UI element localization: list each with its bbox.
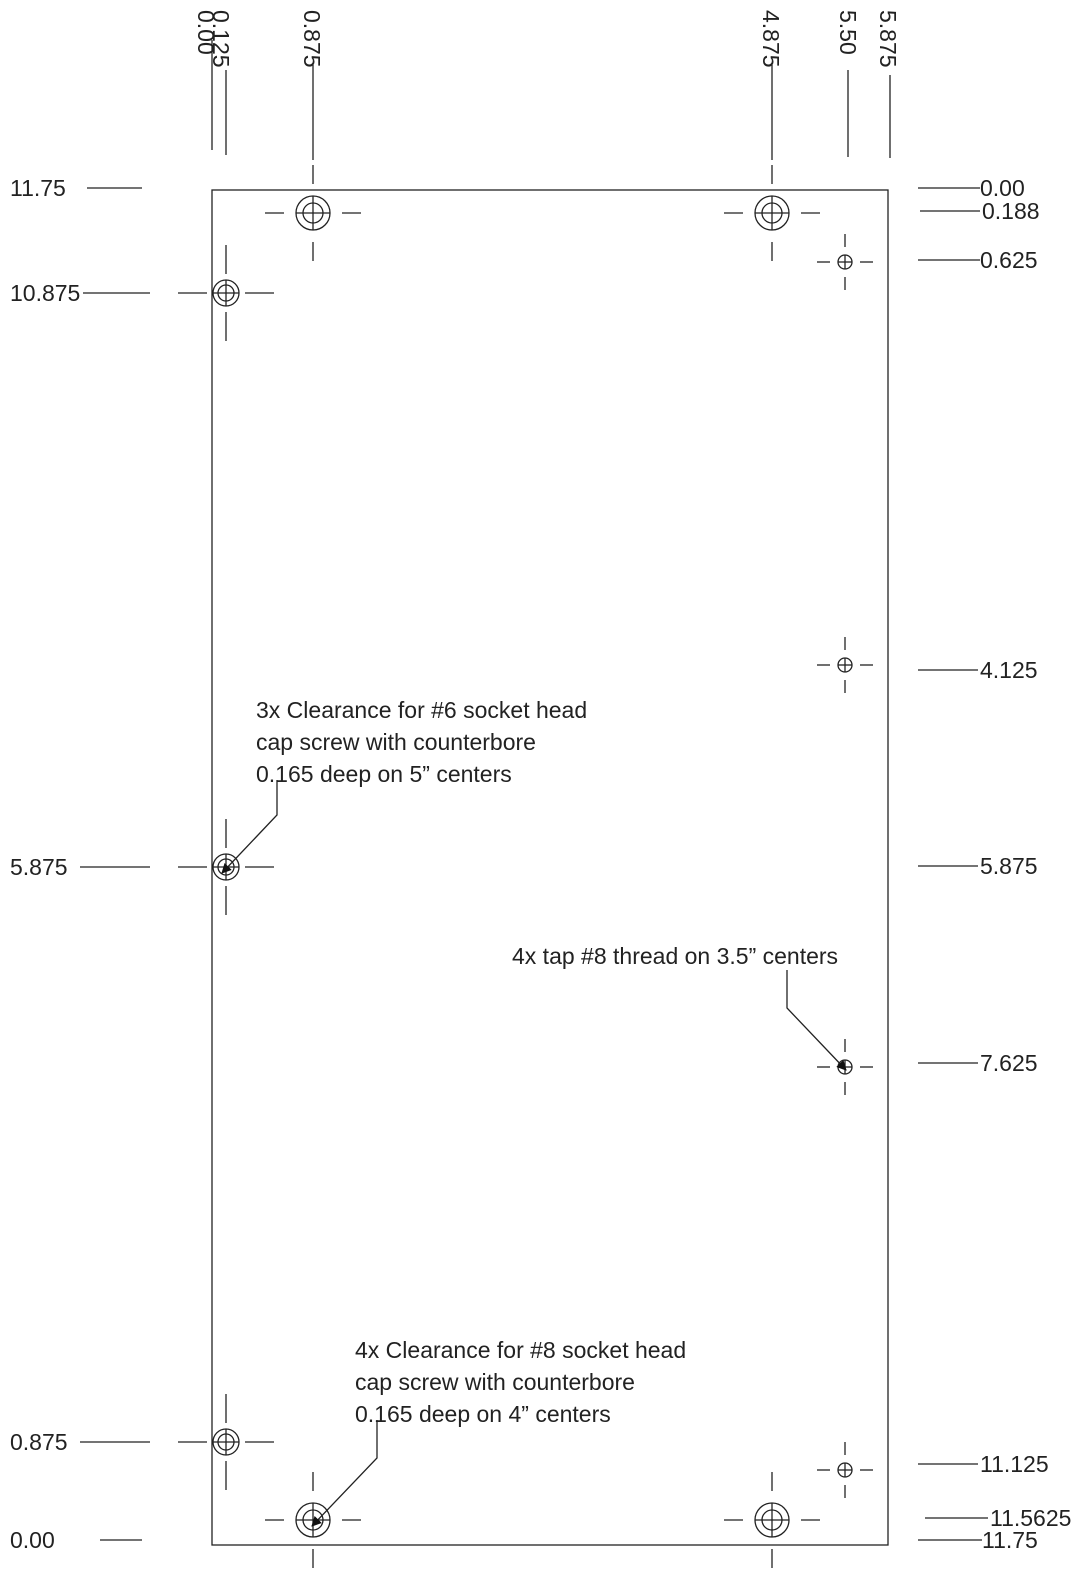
hole (817, 1442, 873, 1498)
right-dimension-label: 0.188 (982, 198, 1040, 224)
hole (265, 1472, 361, 1568)
right-dimension-label: 5.875 (980, 853, 1038, 879)
top-dimension-label: 0.00 (193, 10, 219, 55)
note-text: 3x Clearance for #6 socket head (256, 697, 587, 723)
note-text: 0.165 deep on 4” centers (355, 1401, 611, 1427)
left-dimension-label: 11.75 (10, 175, 66, 201)
leader-arrow (311, 1420, 378, 1527)
hole (265, 165, 361, 261)
leader-arrow (221, 780, 278, 874)
top-dimension-label: 5.50 (835, 10, 861, 55)
left-dimension-label: 5.875 (10, 854, 68, 880)
hole (817, 637, 873, 693)
left-dimension-label: 0.00 (10, 1527, 55, 1553)
hole (178, 1394, 274, 1490)
right-dimension-label: 11.5625 (990, 1505, 1071, 1531)
leader-arrow (786, 970, 847, 1071)
right-dimension-label: 11.125 (980, 1451, 1049, 1477)
hole (724, 1472, 820, 1568)
right-dimension-label: 7.625 (980, 1050, 1038, 1076)
right-dimension-label: 4.125 (980, 657, 1038, 683)
hole (817, 1039, 873, 1095)
note-text: 0.165 deep on 5” centers (256, 761, 512, 787)
right-dimension-label: 0.00 (980, 175, 1025, 201)
top-dimension-label: 0.125 (208, 10, 234, 68)
hole (817, 234, 873, 290)
right-dimension-label: 0.625 (980, 247, 1038, 273)
top-dimension-label: 5.875 (875, 10, 901, 68)
top-dimension-label: 4.875 (758, 10, 784, 68)
plate-outline (211, 189, 889, 1546)
left-dimension-label: 10.875 (10, 280, 80, 306)
note-text: cap screw with counterbore (256, 729, 536, 755)
right-dimension-label: 11.75 (982, 1527, 1038, 1553)
hole (724, 165, 820, 261)
hole (178, 245, 274, 341)
left-dimension-label: 0.875 (10, 1429, 68, 1455)
note-text: cap screw with counterbore (355, 1369, 635, 1395)
note-text: 4x tap #8 thread on 3.5” centers (512, 943, 838, 969)
top-dimension-label: 0.875 (299, 10, 325, 68)
note-text: 4x Clearance for #8 socket head (355, 1337, 686, 1363)
